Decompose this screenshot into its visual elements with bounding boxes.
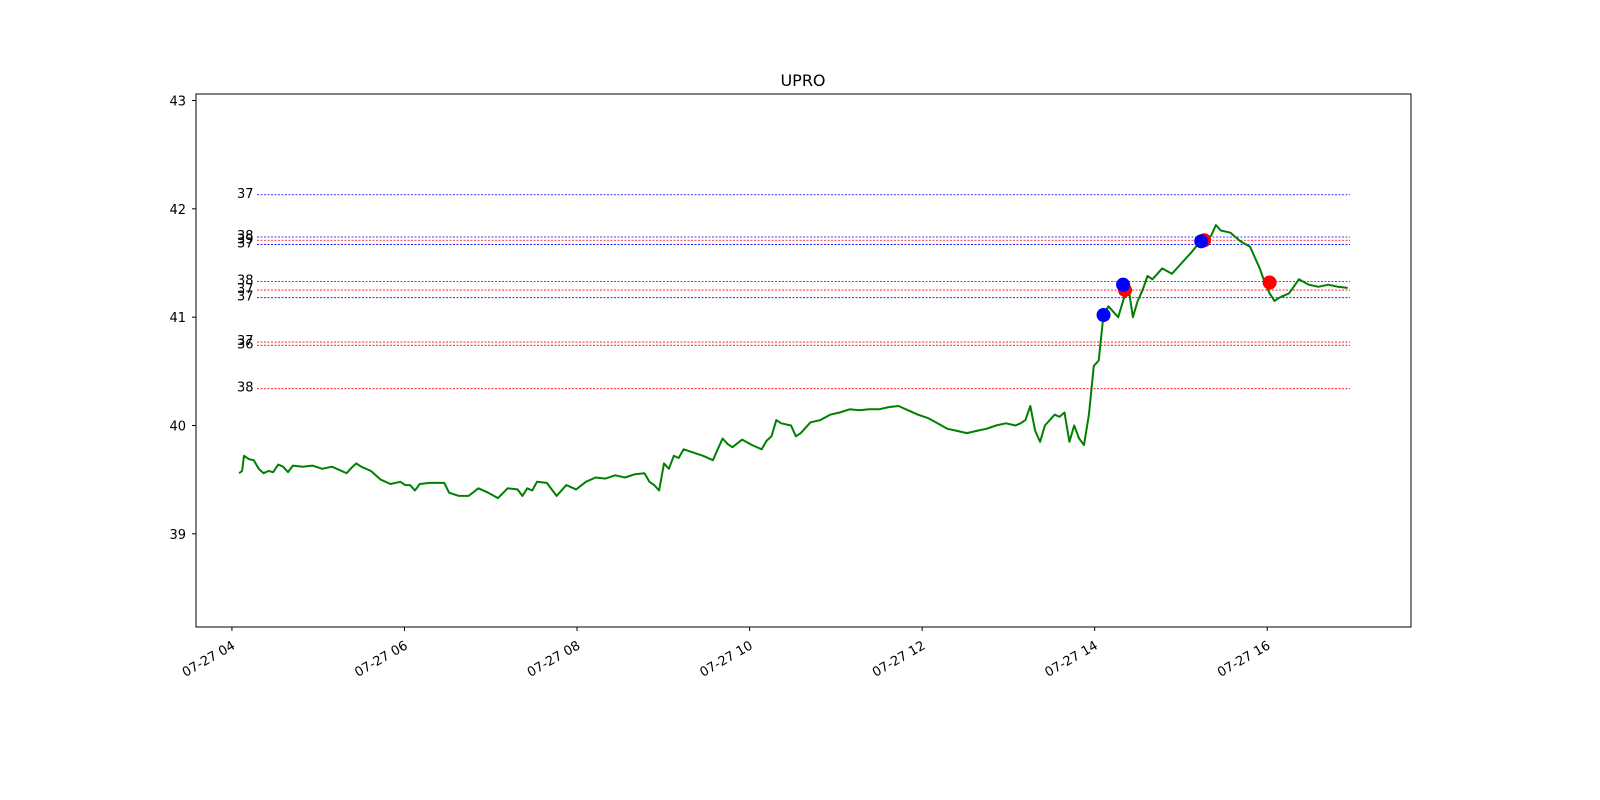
level-label: 38	[237, 273, 254, 288]
trade-markers	[1096, 233, 1277, 322]
level-label: 37	[237, 187, 254, 202]
level-label: 37	[237, 237, 254, 252]
buy-marker	[1116, 277, 1131, 292]
price-line	[238, 224, 1348, 500]
level-label: 37	[237, 290, 254, 305]
level-label: 39	[237, 232, 254, 247]
y-tick-label: 41	[169, 311, 186, 326]
sell-marker	[1262, 275, 1277, 290]
level-label: 38	[237, 381, 254, 396]
buy-marker	[1194, 234, 1209, 249]
y-tick-label: 40	[169, 420, 186, 435]
x-tick-label: 07-27 04	[180, 638, 238, 680]
level-label: 38	[237, 229, 254, 244]
x-tick-label: 07-27 08	[525, 638, 583, 680]
x-tick-label: 07-27 10	[697, 638, 755, 680]
level-label: 37	[237, 282, 254, 297]
x-tick-label: 07-27 12	[870, 638, 928, 680]
y-tick-label: 39	[169, 528, 186, 543]
level-label: 36	[237, 337, 254, 352]
y-tick-label: 43	[169, 95, 186, 110]
y-tick-label: 42	[169, 203, 186, 218]
x-tick-label: 07-27 06	[352, 638, 410, 680]
x-axis: 07-27 04 07-27 06 07-27 08 07-27 10 07-27 12…	[180, 627, 1273, 681]
x-tick-label: 07-27 16	[1215, 638, 1273, 680]
x-tick-label: 07-27 14	[1043, 638, 1101, 680]
price-series	[238, 224, 1348, 500]
y-axis: 39 40 41 42 43	[169, 95, 196, 543]
plot-frame	[195, 93, 1412, 628]
chart-title: UPRO	[780, 71, 825, 90]
buy-marker	[1096, 308, 1111, 322]
level-label: 37	[237, 334, 254, 349]
